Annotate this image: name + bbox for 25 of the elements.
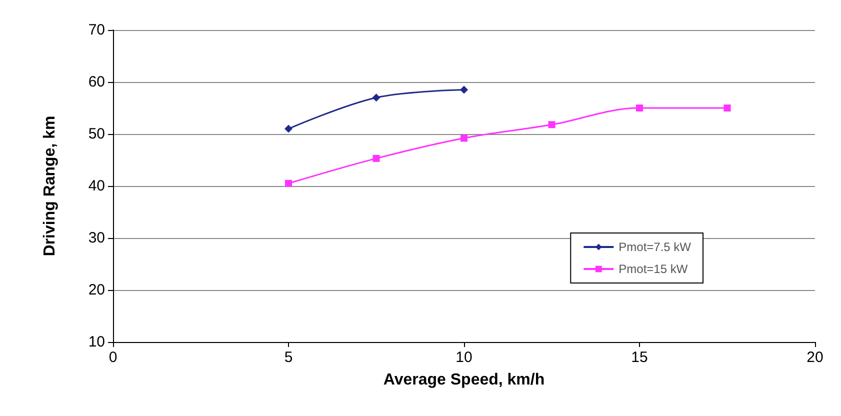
x-tick-label: 15 (631, 349, 648, 366)
x-tick-label: 5 (284, 349, 293, 366)
point (284, 124, 292, 133)
y-tick-label: 70 (88, 22, 105, 38)
legend-label: Pmot=15 kW (618, 262, 688, 276)
y-tick-label: 20 (88, 282, 105, 298)
y-tick-label: 10 (88, 334, 105, 350)
x-tick-label: 0 (108, 349, 118, 366)
y-axis-title: Driving Range, km (42, 116, 58, 256)
y-tick-label: 40 (88, 178, 105, 194)
y-tick-label: 60 (88, 74, 105, 90)
point (548, 121, 556, 128)
point (372, 154, 380, 162)
point (460, 134, 468, 142)
point (460, 86, 468, 94)
point (636, 104, 643, 112)
y-tick-label: 50 (88, 126, 105, 142)
y-tick-label: 30 (88, 230, 105, 246)
legend-label: Pmot=7.5 kW (618, 240, 692, 254)
point (285, 180, 292, 187)
x-axis-title: Average Speed, km/h (383, 372, 545, 388)
x-tick-label: 10 (456, 349, 472, 366)
point (372, 94, 380, 102)
point (724, 104, 731, 112)
x-tick-label: 20 (806, 349, 824, 366)
